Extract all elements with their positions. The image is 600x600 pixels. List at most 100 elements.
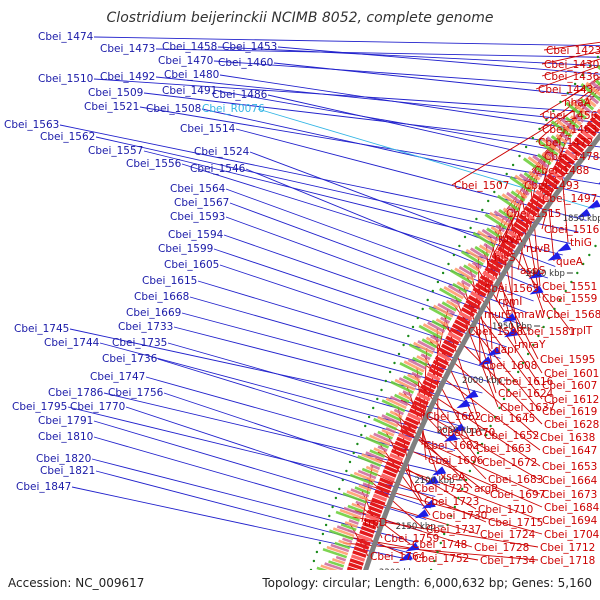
inner-dot [436,550,439,554]
left-leader-line [213,60,600,89]
composition-block [328,560,345,568]
left-gene-label: Cbei_R0076 [202,103,265,115]
inner-dot [472,460,476,464]
composition-block [458,265,477,279]
forward-gene-block [436,351,451,362]
left-gene-label: Cbei_1524 [194,146,250,158]
right-gene-label: Cbei_1595 [540,354,595,366]
right-gene-label: Cbei_1737 [426,524,481,536]
left-gene-label: Cbei_1821 [40,465,95,477]
composition-block [595,79,600,87]
composition-block [437,303,456,315]
composition-block [463,264,479,276]
outer-dot [348,460,352,464]
composition-block [536,153,552,166]
composition-block [498,208,514,221]
inner-dot [570,280,573,284]
outer-dot [589,64,592,68]
outer-dot [315,550,319,554]
right-gene-label: Cbei_1710 [478,504,533,516]
forward-gene-block [499,242,514,254]
composition-block [440,316,451,324]
composition-block [532,169,543,178]
composition-block [447,284,466,297]
forward-gene-block [543,177,558,189]
left-gene-label: Cbei_1735 [112,337,167,349]
right-leader-line [400,399,541,481]
inner-dot [453,505,456,509]
forward-gene-block [366,509,381,518]
inner-dot [564,289,567,293]
right-gene-label: aspS [520,265,546,277]
forward-gene-block [540,181,555,193]
outer-dot [538,127,541,131]
forward-gene-block [387,457,402,466]
outer-dot [447,262,450,266]
inner-dot [439,541,442,545]
forward-gene-block [405,416,420,426]
right-leader-line [520,191,541,299]
forward-gene-block [445,335,460,346]
composition-block [510,190,526,202]
outer-dot [416,316,419,320]
composition-block [518,173,537,187]
forward-gene-block [414,396,429,406]
reverse-gene-arrow [486,346,501,356]
composition-block [565,116,580,129]
right-leader-line [366,477,425,530]
forward-gene-block [430,363,445,374]
reverse-gene-arrow [502,313,517,323]
composition-block [450,298,461,306]
forward-gene-block [369,501,384,510]
composition-block [373,432,392,443]
outer-dot [411,325,415,329]
composition-block [413,341,434,355]
composition-block [342,537,353,544]
right-gene-label: Cbei_1652 [484,430,539,442]
inner-dot [433,559,436,563]
left-gene-label: Cbei_1491 [162,85,217,97]
composition-block [579,98,595,111]
inner-dot [537,334,540,338]
composition-block [348,519,359,525]
right-gene-label: Cbei_1718 [540,555,595,567]
left-gene-label: Cbei_1474 [38,31,94,43]
right-gene-label: Cbei_1507 [454,180,509,192]
composition-block [541,137,561,154]
composition-block [417,340,436,352]
right-gene-label: Cbei_1478 [544,151,599,163]
right-gene-label: argR [474,483,499,495]
forward-gene-block [418,388,433,398]
outer-dot [334,496,338,500]
outer-dot [312,559,316,563]
reverse-gene-arrow [421,499,436,509]
forward-gene-block [368,505,383,514]
composition-block [373,417,398,431]
outer-dot [524,145,528,149]
forward-gene-block [583,124,597,137]
composition-block [377,445,388,452]
right-gene-label: Cbei_1759 [384,533,439,545]
composition-block [343,506,363,516]
composition-block [528,170,541,181]
outer-dot [505,172,508,176]
outer-dot [384,379,387,383]
right-leader-line [466,276,541,386]
composition-block [362,482,373,489]
reverse-gene-arrow [405,542,420,552]
composition-block [546,150,557,160]
forward-gene-block [518,213,533,225]
left-gene-label: Cbei_1556 [126,158,182,170]
left-leader-line [125,406,431,509]
forward-gene-block [532,193,546,205]
forward-gene-block [570,141,585,153]
composition-block [590,80,600,92]
right-gene-label: Cbei_1647 [542,445,597,457]
forward-gene-block [385,461,401,470]
forward-gene-block [580,128,594,141]
composition-block [335,555,347,562]
composition-block [432,304,454,318]
right-gene-label: Cbei_1748 [412,539,467,551]
right-gene-label: mraY [518,339,546,351]
forward-gene-block [376,485,391,494]
